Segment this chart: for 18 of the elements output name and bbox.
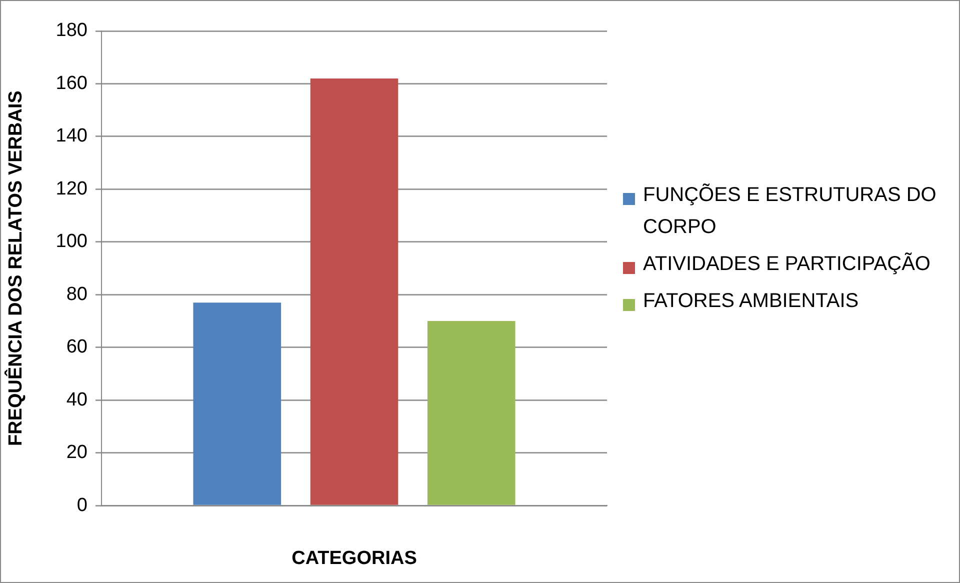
y-tick-label: 120 <box>56 178 88 200</box>
bar <box>193 302 282 505</box>
legend-label: FATORES AMBIENTAIS <box>643 289 859 314</box>
y-axis-title: FREQUÊNCIA DOS RELATOS VERBAIS <box>4 90 27 446</box>
y-tick-label: 40 <box>66 389 88 410</box>
y-tick-label: 100 <box>56 231 88 252</box>
y-tick-label: 180 <box>56 20 88 42</box>
x-axis-title: CATEGORIAS <box>292 548 417 569</box>
legend-label: FUNÇÕES E ESTRUTURAS DO CORPO <box>643 182 938 240</box>
bar <box>310 78 398 505</box>
legend-label: ATIVIDADES E PARTICIPAÇÃO <box>643 252 930 277</box>
y-tick-label: 140 <box>56 126 88 147</box>
bar <box>427 321 516 505</box>
y-tick-label: 0 <box>76 494 88 516</box>
y-tick-label: 80 <box>66 284 88 305</box>
y-tick-label: 160 <box>56 72 88 94</box>
y-tick-label: 20 <box>66 442 88 464</box>
y-tick-label: 60 <box>66 336 88 358</box>
